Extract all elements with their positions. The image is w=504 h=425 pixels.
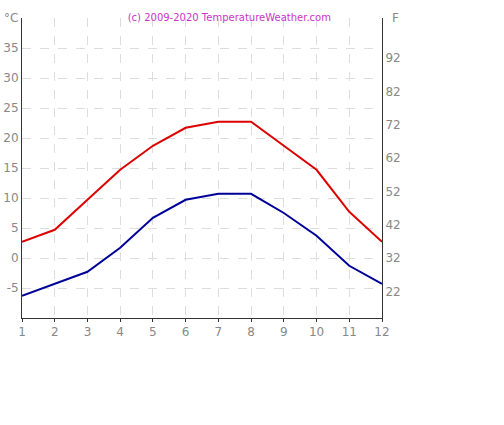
svg-text:72: 72 bbox=[385, 118, 400, 132]
svg-text:62: 62 bbox=[385, 151, 400, 165]
svg-text:11: 11 bbox=[342, 325, 357, 339]
svg-text:82: 82 bbox=[385, 85, 400, 99]
svg-text:7: 7 bbox=[215, 325, 223, 339]
svg-text:5: 5 bbox=[11, 221, 19, 235]
svg-text:25: 25 bbox=[3, 101, 18, 115]
svg-text:15: 15 bbox=[3, 161, 18, 175]
svg-text:35: 35 bbox=[3, 41, 18, 55]
svg-text:6: 6 bbox=[182, 325, 190, 339]
svg-text:3: 3 bbox=[84, 325, 92, 339]
svg-text:F: F bbox=[392, 11, 399, 25]
svg-text:9: 9 bbox=[280, 325, 288, 339]
svg-text:42: 42 bbox=[385, 218, 400, 232]
svg-text:20: 20 bbox=[3, 131, 18, 145]
svg-text:0: 0 bbox=[11, 251, 19, 265]
svg-text:10: 10 bbox=[3, 191, 18, 205]
svg-text:12: 12 bbox=[374, 325, 389, 339]
svg-text:(c) 2009-2020 TemperatureWeath: (c) 2009-2020 TemperatureWeather.com bbox=[128, 12, 331, 23]
svg-text:32: 32 bbox=[385, 251, 400, 265]
svg-text:4: 4 bbox=[116, 325, 124, 339]
svg-text:2: 2 bbox=[51, 325, 59, 339]
svg-text:5: 5 bbox=[149, 325, 157, 339]
svg-text:30: 30 bbox=[3, 71, 18, 85]
svg-text:1: 1 bbox=[18, 325, 26, 339]
svg-text:22: 22 bbox=[385, 285, 400, 299]
svg-text:8: 8 bbox=[247, 325, 255, 339]
svg-text:-5: -5 bbox=[7, 281, 19, 295]
svg-text:10: 10 bbox=[309, 325, 324, 339]
svg-text:°C: °C bbox=[4, 11, 18, 25]
svg-text:52: 52 bbox=[385, 185, 400, 199]
svg-text:92: 92 bbox=[385, 51, 400, 65]
